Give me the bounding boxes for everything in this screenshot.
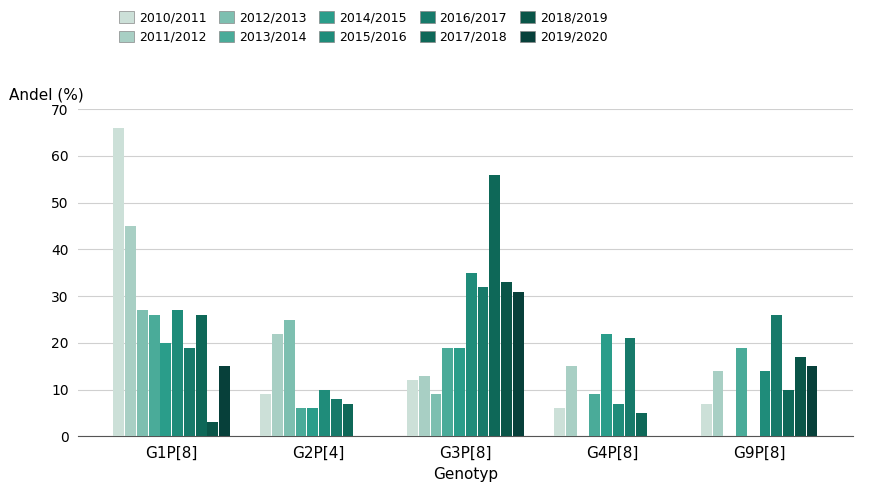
Bar [319, 390, 329, 436]
Bar [183, 348, 195, 436]
Bar [759, 371, 770, 436]
Bar [565, 367, 576, 436]
Bar [513, 292, 523, 436]
Bar [219, 367, 229, 436]
Bar [283, 319, 295, 436]
Bar [554, 408, 564, 436]
Bar [466, 273, 476, 436]
Bar [771, 315, 781, 436]
Bar [260, 394, 271, 436]
Bar [501, 282, 511, 436]
Bar [635, 413, 647, 436]
Bar [612, 404, 623, 436]
Bar [307, 408, 318, 436]
Bar [207, 423, 218, 436]
Bar [588, 394, 600, 436]
Text: Andel (%): Andel (%) [9, 88, 83, 103]
Bar [477, 287, 488, 436]
Bar [735, 348, 746, 436]
Bar [172, 310, 182, 436]
Bar [295, 408, 306, 436]
Bar [782, 390, 793, 436]
Bar [272, 334, 282, 436]
Bar [196, 315, 206, 436]
X-axis label: Genotyp: Genotyp [433, 467, 497, 482]
Bar [419, 375, 429, 436]
Bar [454, 348, 464, 436]
Bar [624, 338, 634, 436]
Bar [149, 315, 159, 436]
Bar [125, 226, 136, 436]
Bar [342, 404, 353, 436]
Bar [442, 348, 453, 436]
Bar [160, 343, 171, 436]
Bar [330, 399, 342, 436]
Bar [407, 380, 417, 436]
Bar [136, 310, 148, 436]
Bar [489, 175, 500, 436]
Bar [712, 371, 723, 436]
Bar [700, 404, 711, 436]
Bar [113, 128, 124, 436]
Bar [430, 394, 441, 436]
Legend: 2010/2011, 2011/2012, 2012/2013, 2013/2014, 2014/2015, 2015/2016, 2016/2017, 201: 2010/2011, 2011/2012, 2012/2013, 2013/20… [119, 11, 607, 44]
Bar [794, 357, 805, 436]
Bar [806, 367, 817, 436]
Bar [600, 334, 611, 436]
